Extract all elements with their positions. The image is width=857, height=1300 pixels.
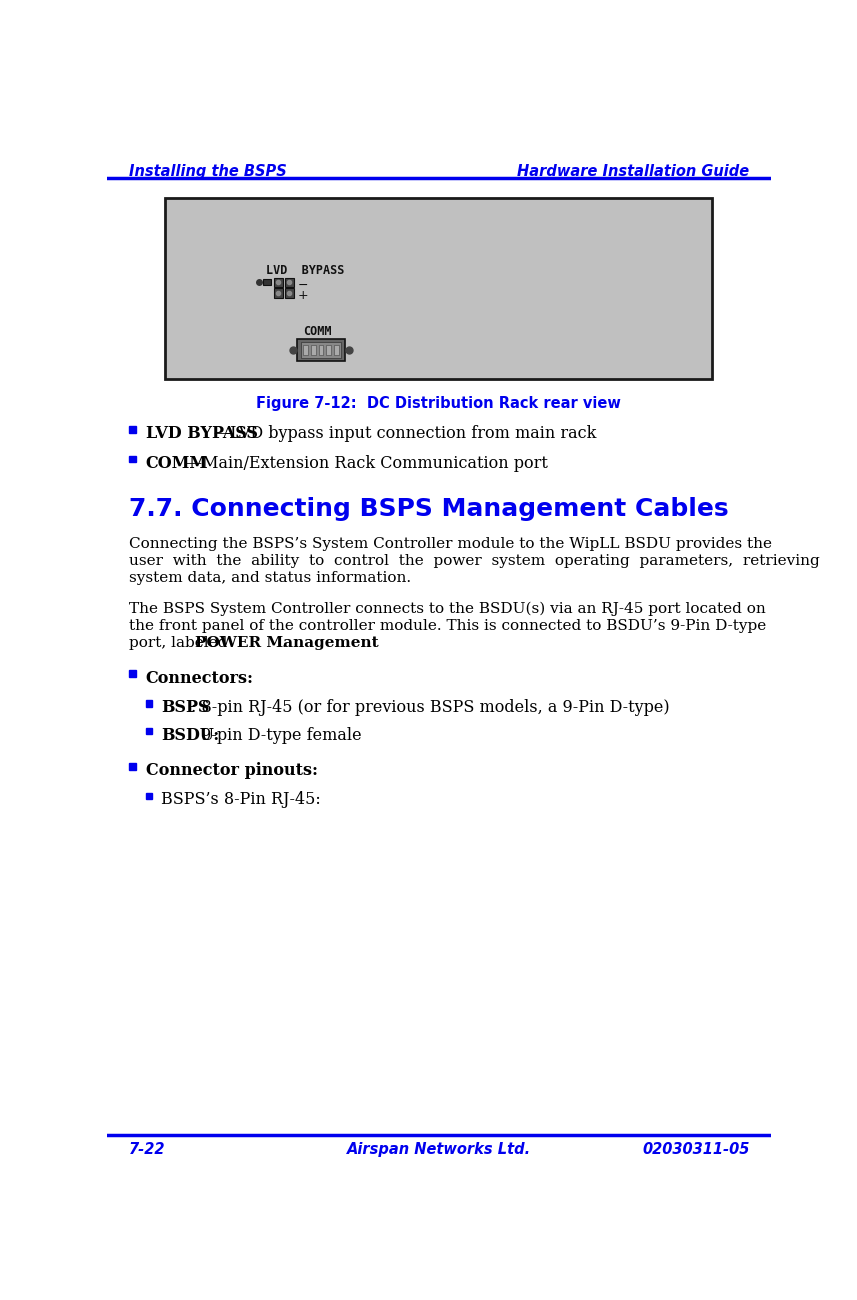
Text: POWER Management: POWER Management bbox=[195, 636, 379, 650]
Bar bbox=[334, 344, 339, 355]
Text: COMM: COMM bbox=[146, 455, 208, 472]
Text: : 8-pin RJ-45 (or for previous BSPS models, a 9-Pin D-type): : 8-pin RJ-45 (or for previous BSPS mode… bbox=[191, 699, 669, 716]
Text: BSPS’s 8-Pin RJ-45:: BSPS’s 8-Pin RJ-45: bbox=[161, 792, 321, 809]
Bar bbox=[146, 793, 152, 800]
Bar bbox=[319, 344, 323, 355]
Text: BSDU:: BSDU: bbox=[161, 727, 219, 744]
Bar bbox=[146, 701, 152, 707]
Bar bbox=[129, 763, 135, 770]
Text: LVD  BYPASS: LVD BYPASS bbox=[266, 264, 345, 277]
Text: 7-22: 7-22 bbox=[129, 1141, 165, 1157]
Bar bbox=[165, 199, 711, 380]
Text: system data, and status information.: system data, and status information. bbox=[129, 571, 411, 585]
Text: port, labeled: port, labeled bbox=[129, 636, 232, 650]
Text: Connector pinouts:: Connector pinouts: bbox=[146, 762, 318, 779]
Bar bbox=[129, 671, 135, 677]
Text: .: . bbox=[282, 636, 286, 650]
Bar bbox=[273, 289, 283, 298]
Text: −: − bbox=[297, 278, 309, 291]
Bar bbox=[129, 455, 135, 463]
Text: 02030311-05: 02030311-05 bbox=[642, 1141, 750, 1157]
Bar bbox=[327, 344, 331, 355]
Text: Installing the BSPS: Installing the BSPS bbox=[129, 164, 286, 178]
Text: Hardware Installation Guide: Hardware Installation Guide bbox=[518, 164, 750, 178]
Text: Figure 7-12:  DC Distribution Rack rear view: Figure 7-12: DC Distribution Rack rear v… bbox=[256, 396, 621, 411]
Bar bbox=[146, 728, 152, 734]
Text: The BSPS System Controller connects to the BSDU(s) via an RJ-45 port located on: The BSPS System Controller connects to t… bbox=[129, 602, 765, 616]
Text: BSPS: BSPS bbox=[161, 699, 210, 716]
Text: +: + bbox=[297, 289, 309, 302]
Text: 7.7. Connecting BSPS Management Cables: 7.7. Connecting BSPS Management Cables bbox=[129, 497, 728, 521]
Text: COMM: COMM bbox=[303, 325, 332, 338]
Text: 9-pin D-type female: 9-pin D-type female bbox=[196, 727, 362, 744]
Text: —LVD bypass input connection from main rack: —LVD bypass input connection from main r… bbox=[214, 425, 596, 442]
Bar bbox=[129, 426, 135, 433]
Text: the front panel of the controller module. This is connected to BSDU’s 9-Pin D-ty: the front panel of the controller module… bbox=[129, 619, 766, 633]
Text: LVD BYPASS: LVD BYPASS bbox=[146, 425, 258, 442]
Text: Connecting the BSPS’s System Controller module to the WipLL BSDU provides the: Connecting the BSPS’s System Controller … bbox=[129, 537, 772, 551]
Bar bbox=[273, 278, 283, 287]
Text: Airspan Networks Ltd.: Airspan Networks Ltd. bbox=[347, 1141, 530, 1157]
Bar bbox=[263, 280, 271, 286]
Text: user  with  the  ability  to  control  the  power  system  operating  parameters: user with the ability to control the pow… bbox=[129, 554, 819, 568]
Bar bbox=[285, 289, 294, 298]
Bar bbox=[311, 344, 315, 355]
Text: Connectors:: Connectors: bbox=[146, 670, 254, 686]
Bar bbox=[301, 342, 341, 358]
Bar bbox=[297, 339, 345, 361]
Bar bbox=[303, 344, 308, 355]
Bar bbox=[285, 278, 294, 287]
Text: —Main/Extension Rack Communication port: —Main/Extension Rack Communication port bbox=[186, 455, 548, 472]
